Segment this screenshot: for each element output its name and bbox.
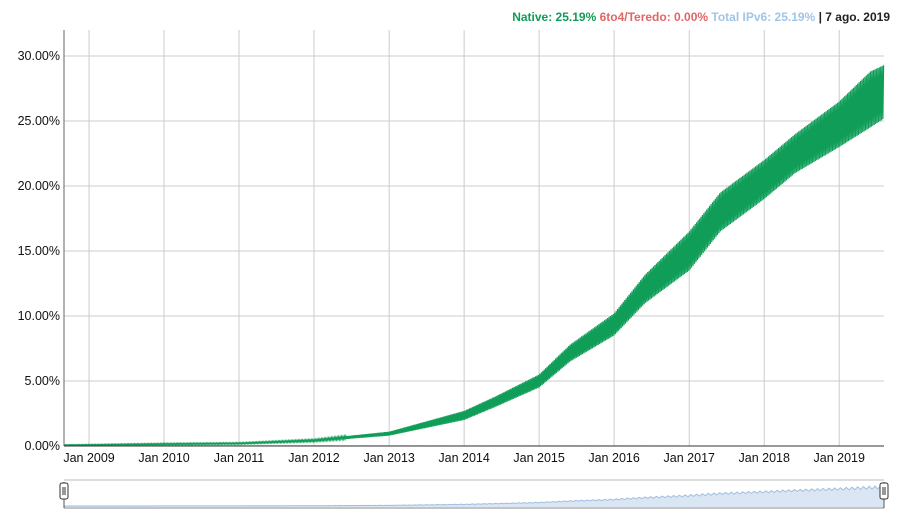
x-tick-label: Jan 2015 [513,451,564,465]
legend-native: Native: 25.19% [512,10,597,24]
range-navigator[interactable] [59,479,889,509]
navigator-line [63,485,884,507]
navigator-left-handle[interactable] [59,482,69,500]
y-tick-label: 25.00% [18,114,60,128]
x-tick-label: Jan 2013 [363,451,414,465]
legend-total: Total IPv6: 25.19% [711,10,816,24]
legend-6to4: 6to4/Teredo: 0.00% [599,10,709,24]
x-tick-label: Jan 2009 [63,451,114,465]
x-tick-label: Jan 2016 [588,451,639,465]
x-tick-label: Jan 2012 [288,451,339,465]
series-line-native [63,65,885,447]
y-tick-label: 0.00% [25,439,60,453]
y-tick-label: 20.00% [18,179,60,193]
chart-axes: 0.00% 5.00% 10.00% 15.00% 20.00% 25.00% 30.00%… [18,30,884,465]
navigator-right-handle[interactable] [879,482,889,500]
legend-separator: | [818,10,822,24]
x-tick-label: Jan 2014 [438,451,489,465]
chart-series [63,65,885,447]
x-tick-label: Jan 2018 [739,451,790,465]
x-tick-label: Jan 2019 [814,451,865,465]
x-tick-label: Jan 2017 [664,451,715,465]
legend-date: 7 ago. 2019 [825,10,890,24]
y-tick-label: 5.00% [25,374,60,388]
y-tick-label: 15.00% [18,244,60,258]
x-tick-label: Jan 2010 [138,451,189,465]
y-tick-label: 10.00% [18,309,60,323]
x-tick-label: Jan 2011 [214,451,265,465]
chart-grid [64,30,884,447]
navigator-area [64,485,884,507]
y-tick-label: 30.00% [18,49,60,63]
chart-legend: Native: 25.19% 6to4/Teredo: 0.00% Total … [512,10,890,24]
